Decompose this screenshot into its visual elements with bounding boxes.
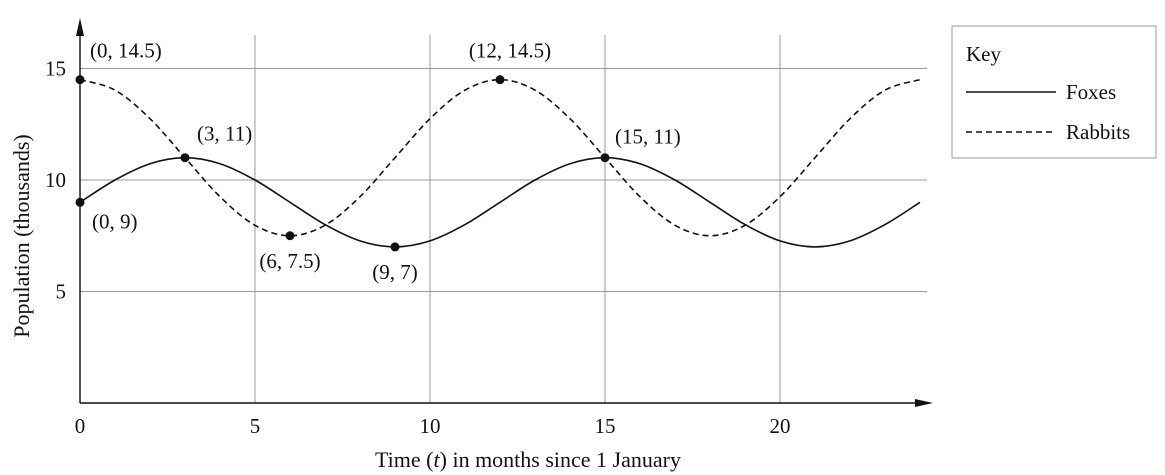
x-tick-label: 5: [250, 414, 261, 438]
data-point-label: (3, 11): [197, 122, 252, 146]
data-point: [75, 75, 85, 85]
y-axis-title: Population (thousands): [9, 134, 34, 338]
x-tick-label: 20: [770, 414, 791, 438]
legend: Key Foxes Rabbits: [951, 25, 1157, 159]
x-tick-label: 10: [420, 414, 441, 438]
legend-title: Key: [966, 42, 1001, 66]
data-point-label: (12, 14.5): [469, 39, 551, 63]
series-line-rabbits: [79, 78, 921, 237]
legend-label-rabbits: Rabbits: [1066, 120, 1130, 144]
x-tick-label: 0: [75, 414, 86, 438]
data-point: [285, 231, 295, 241]
series-line-foxes: [79, 156, 921, 248]
data-point-label: (0, 14.5): [90, 39, 162, 63]
data-point: [180, 153, 190, 163]
y-tick-label: 15: [45, 57, 66, 81]
x-tick-label: 15: [595, 414, 616, 438]
x-axis-title: Time (t) in months since 1 January: [375, 447, 681, 472]
legend-label-foxes: Foxes: [1066, 80, 1116, 104]
data-point: [495, 75, 505, 85]
data-point-label: (9, 7): [372, 260, 418, 284]
data-point: [600, 153, 610, 163]
data-point: [390, 242, 400, 252]
data-point-label: (15, 11): [615, 125, 681, 149]
y-axis-arrowhead: [76, 18, 84, 36]
axes: [76, 18, 933, 407]
grid: [80, 35, 927, 403]
x-axis-arrowhead: [915, 399, 933, 407]
labelled-points: (0, 14.5) (0, 9) (3, 11) (6, 7.5) (9, 7) (12,…: [75, 39, 681, 284]
series-lines: [79, 78, 921, 248]
y-tick-label: 10: [45, 168, 66, 192]
data-point: [75, 197, 85, 207]
data-point-label: (0, 9): [92, 209, 138, 233]
tick-labels: 0 5 10 15 20 5 10 15: [45, 57, 791, 439]
data-point-label: (6, 7.5): [259, 249, 320, 273]
y-tick-label: 5: [56, 280, 67, 304]
